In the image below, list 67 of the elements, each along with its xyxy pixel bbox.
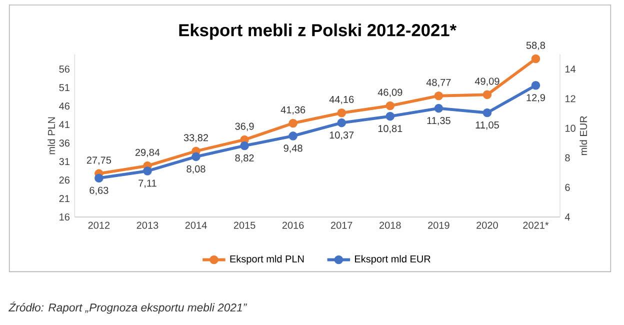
data-label: 48,77 bbox=[426, 78, 451, 88]
y-tick-label: 46 bbox=[59, 102, 70, 110]
chart-title: Eksport mebli z Polski 2012-2021* bbox=[179, 24, 457, 40]
y2-tick-label: 6 bbox=[565, 184, 570, 191]
x-tick-label: 2018 bbox=[380, 222, 401, 229]
y2-tick-label: 12 bbox=[565, 95, 576, 102]
data-label: 9,48 bbox=[284, 144, 302, 153]
data-label: 8,08 bbox=[186, 165, 206, 174]
data-label: 8,82 bbox=[235, 154, 254, 163]
x-tick-label: 2019 bbox=[428, 222, 450, 229]
x-tick-label: 2013 bbox=[136, 222, 158, 229]
point bbox=[531, 54, 540, 64]
y-tick-label: 21 bbox=[59, 195, 70, 202]
legend-label: Eksport mld PLN bbox=[230, 255, 304, 264]
point bbox=[531, 80, 540, 90]
legend-label: Eksport mld EUR bbox=[355, 255, 430, 264]
data-label: 10,37 bbox=[330, 132, 354, 140]
data-label: 49,09 bbox=[474, 78, 500, 86]
y2-tick-label: 10 bbox=[565, 124, 576, 132]
data-label: 11,35 bbox=[427, 117, 450, 126]
point bbox=[94, 174, 104, 183]
y-tick-label: 41 bbox=[59, 121, 70, 128]
y2-tick-label: 4 bbox=[564, 214, 570, 220]
point bbox=[434, 91, 444, 100]
point bbox=[288, 132, 298, 140]
x-tick-label: 2021* bbox=[523, 222, 549, 229]
y-tick-label: 36 bbox=[59, 140, 70, 147]
point bbox=[482, 108, 492, 118]
y2-axis-title: mld EUR bbox=[580, 116, 588, 155]
data-label: 58,8 bbox=[526, 42, 546, 50]
data-label: 7,11 bbox=[138, 180, 156, 188]
x-tick-label: 2012 bbox=[88, 222, 110, 229]
point bbox=[192, 152, 200, 162]
data-label: 46,09 bbox=[378, 88, 402, 98]
x-tick-label: 2017 bbox=[330, 222, 352, 229]
y2-tick-label: 8 bbox=[565, 154, 570, 162]
y-tick-label: 26 bbox=[59, 176, 70, 184]
y-tick-label: 31 bbox=[59, 158, 70, 166]
data-label: 41,36 bbox=[280, 106, 306, 115]
y-tick-label: 51 bbox=[59, 84, 70, 92]
point bbox=[288, 118, 298, 128]
y-tick-label: 56 bbox=[59, 66, 70, 73]
y2-tick-label: 14 bbox=[565, 66, 576, 73]
point bbox=[386, 112, 395, 121]
data-label: 10,81 bbox=[378, 125, 402, 134]
text: Źródło: Raport „Prognoza eksportu mebli 2021” bbox=[8, 302, 248, 314]
data-label: 11,05 bbox=[476, 121, 499, 130]
data-label: 33,82 bbox=[184, 134, 208, 142]
data-label: 29,84 bbox=[135, 148, 160, 158]
data-label: 12,9 bbox=[526, 94, 545, 102]
point bbox=[434, 104, 444, 113]
data-label: 44,16 bbox=[329, 96, 354, 104]
point bbox=[337, 108, 346, 118]
x-tick-label: 2015 bbox=[234, 222, 256, 229]
point bbox=[143, 166, 152, 176]
x-tick-label: 2014 bbox=[185, 222, 207, 229]
x-tick-label: 2020 bbox=[476, 222, 498, 229]
x-tick-label: 2016 bbox=[282, 222, 304, 229]
data-label: 36,9 bbox=[235, 122, 254, 132]
data-label: 6,63 bbox=[90, 186, 108, 196]
point bbox=[337, 118, 346, 128]
y-tick-label: 16 bbox=[60, 213, 70, 221]
point bbox=[240, 141, 249, 150]
point bbox=[482, 90, 492, 100]
point bbox=[386, 101, 395, 110]
y-axis-title: mld PLN bbox=[48, 117, 56, 154]
data-label: 27,75 bbox=[86, 156, 112, 165]
